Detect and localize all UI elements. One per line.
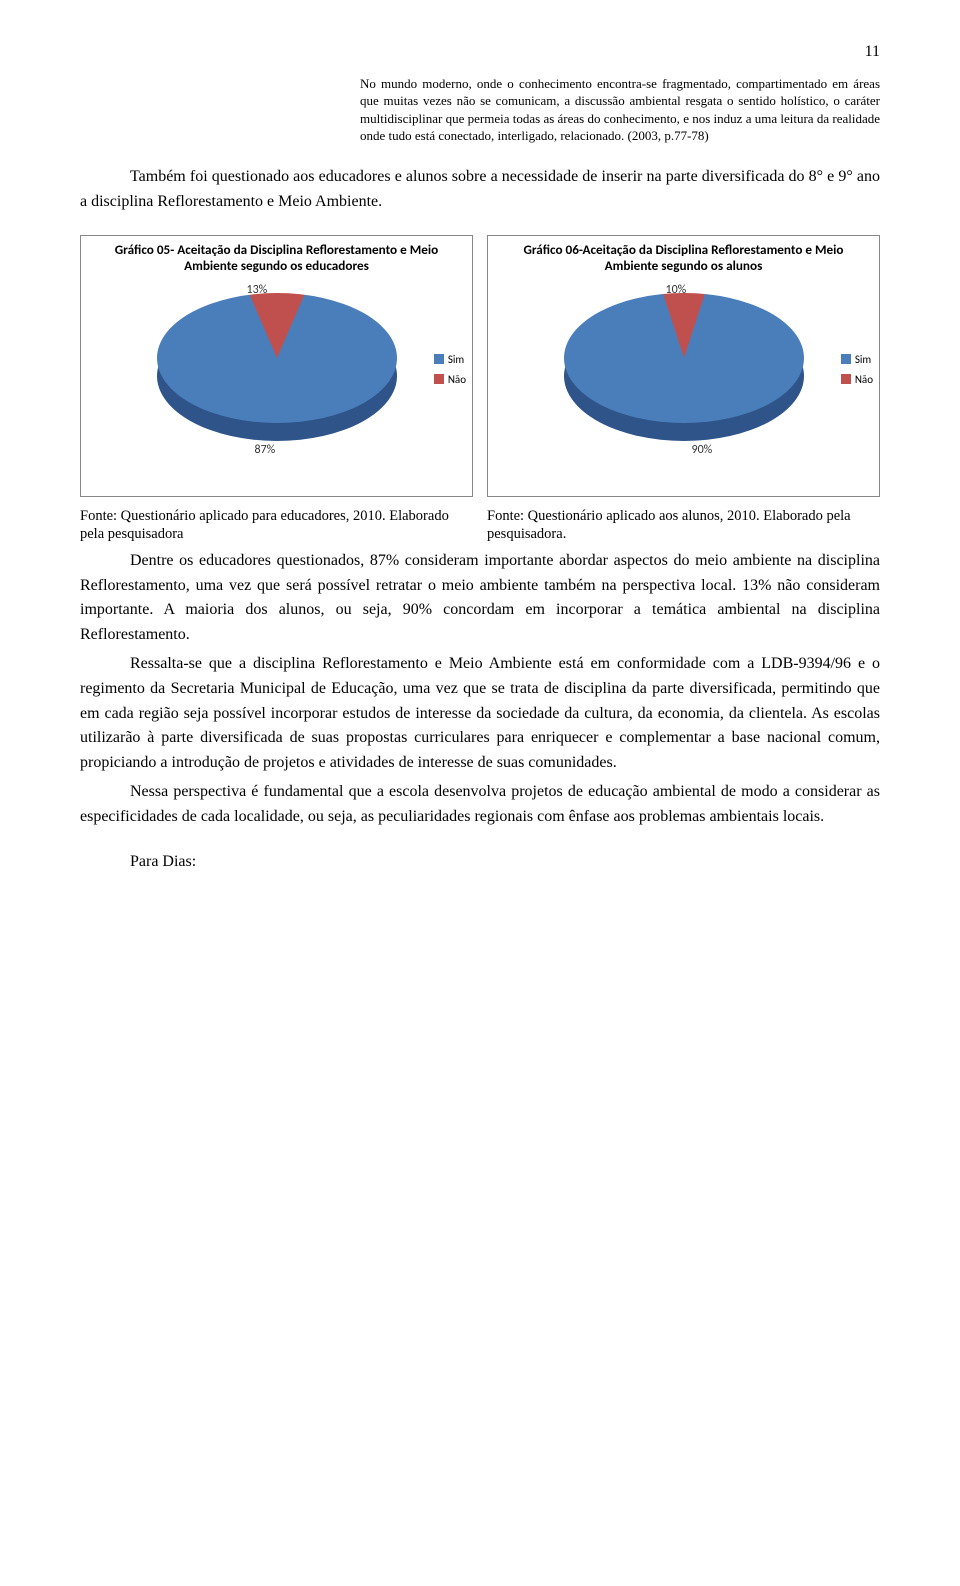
legend-swatch-nao-icon bbox=[434, 374, 444, 384]
legend-right: Sim Não bbox=[841, 351, 873, 391]
pie-chart-right: 10% 90% bbox=[564, 293, 804, 453]
legend-item-sim: Sim bbox=[841, 351, 873, 368]
chart-box-educators: Gráfico 05- Aceitação da Disciplina Refl… bbox=[80, 235, 473, 497]
pct-label-left-yes: 87% bbox=[255, 441, 276, 460]
block-quote: No mundo moderno, onde o conhecimento en… bbox=[360, 75, 880, 145]
legend-label-sim: Sim bbox=[448, 351, 464, 368]
pct-label-right-yes: 90% bbox=[692, 441, 713, 460]
captions-row: Fonte: Questionário aplicado para educad… bbox=[80, 507, 880, 543]
pie-top-left bbox=[157, 293, 397, 423]
caption-right: Fonte: Questionário aplicado aos alunos,… bbox=[487, 507, 880, 543]
paragraph-1: Dentre os educadores questionados, 87% c… bbox=[80, 549, 880, 648]
legend-item-sim: Sim bbox=[434, 351, 466, 368]
legend-item-nao: Não bbox=[841, 371, 873, 388]
page-number: 11 bbox=[80, 40, 880, 65]
legend-item-nao: Não bbox=[434, 371, 466, 388]
pct-label-right-no: 10% bbox=[666, 281, 687, 300]
pie-top-right bbox=[564, 293, 804, 423]
legend-swatch-sim-icon bbox=[434, 354, 444, 364]
charts-row: Gráfico 05- Aceitação da Disciplina Refl… bbox=[80, 235, 880, 497]
paragraph-2: Ressalta-se que a disciplina Reflorestam… bbox=[80, 652, 880, 776]
pct-label-left-no: 13% bbox=[247, 281, 268, 300]
chart-title-right: Gráfico 06-Aceitação da Disciplina Reflo… bbox=[512, 242, 855, 275]
legend-label-nao: Não bbox=[448, 371, 466, 388]
legend-label-sim: Sim bbox=[855, 351, 871, 368]
intro-paragraph: Também foi questionado aos educadores e … bbox=[80, 165, 880, 215]
paragraph-3: Nessa perspectiva é fundamental que a es… bbox=[80, 780, 880, 830]
caption-left: Fonte: Questionário aplicado para educad… bbox=[80, 507, 473, 543]
closing-line: Para Dias: bbox=[80, 850, 880, 875]
chart-title-left: Gráfico 05- Aceitação da Disciplina Refl… bbox=[105, 242, 448, 275]
legend-left: Sim Não bbox=[434, 351, 466, 391]
legend-swatch-sim-icon bbox=[841, 354, 851, 364]
legend-label-nao: Não bbox=[855, 371, 873, 388]
legend-swatch-nao-icon bbox=[841, 374, 851, 384]
pie-chart-left: 13% 87% bbox=[157, 293, 397, 453]
chart-box-students: Gráfico 06-Aceitação da Disciplina Reflo… bbox=[487, 235, 880, 497]
